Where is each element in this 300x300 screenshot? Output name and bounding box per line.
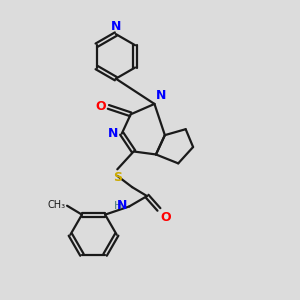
Text: CH₃: CH₃ [47,200,66,210]
Text: N: N [108,127,118,140]
Text: N: N [116,200,127,212]
Text: N: N [111,20,121,33]
Text: O: O [95,100,106,113]
Text: O: O [160,211,171,224]
Text: S: S [113,171,122,184]
Text: N: N [156,89,166,102]
Text: H: H [114,201,123,211]
